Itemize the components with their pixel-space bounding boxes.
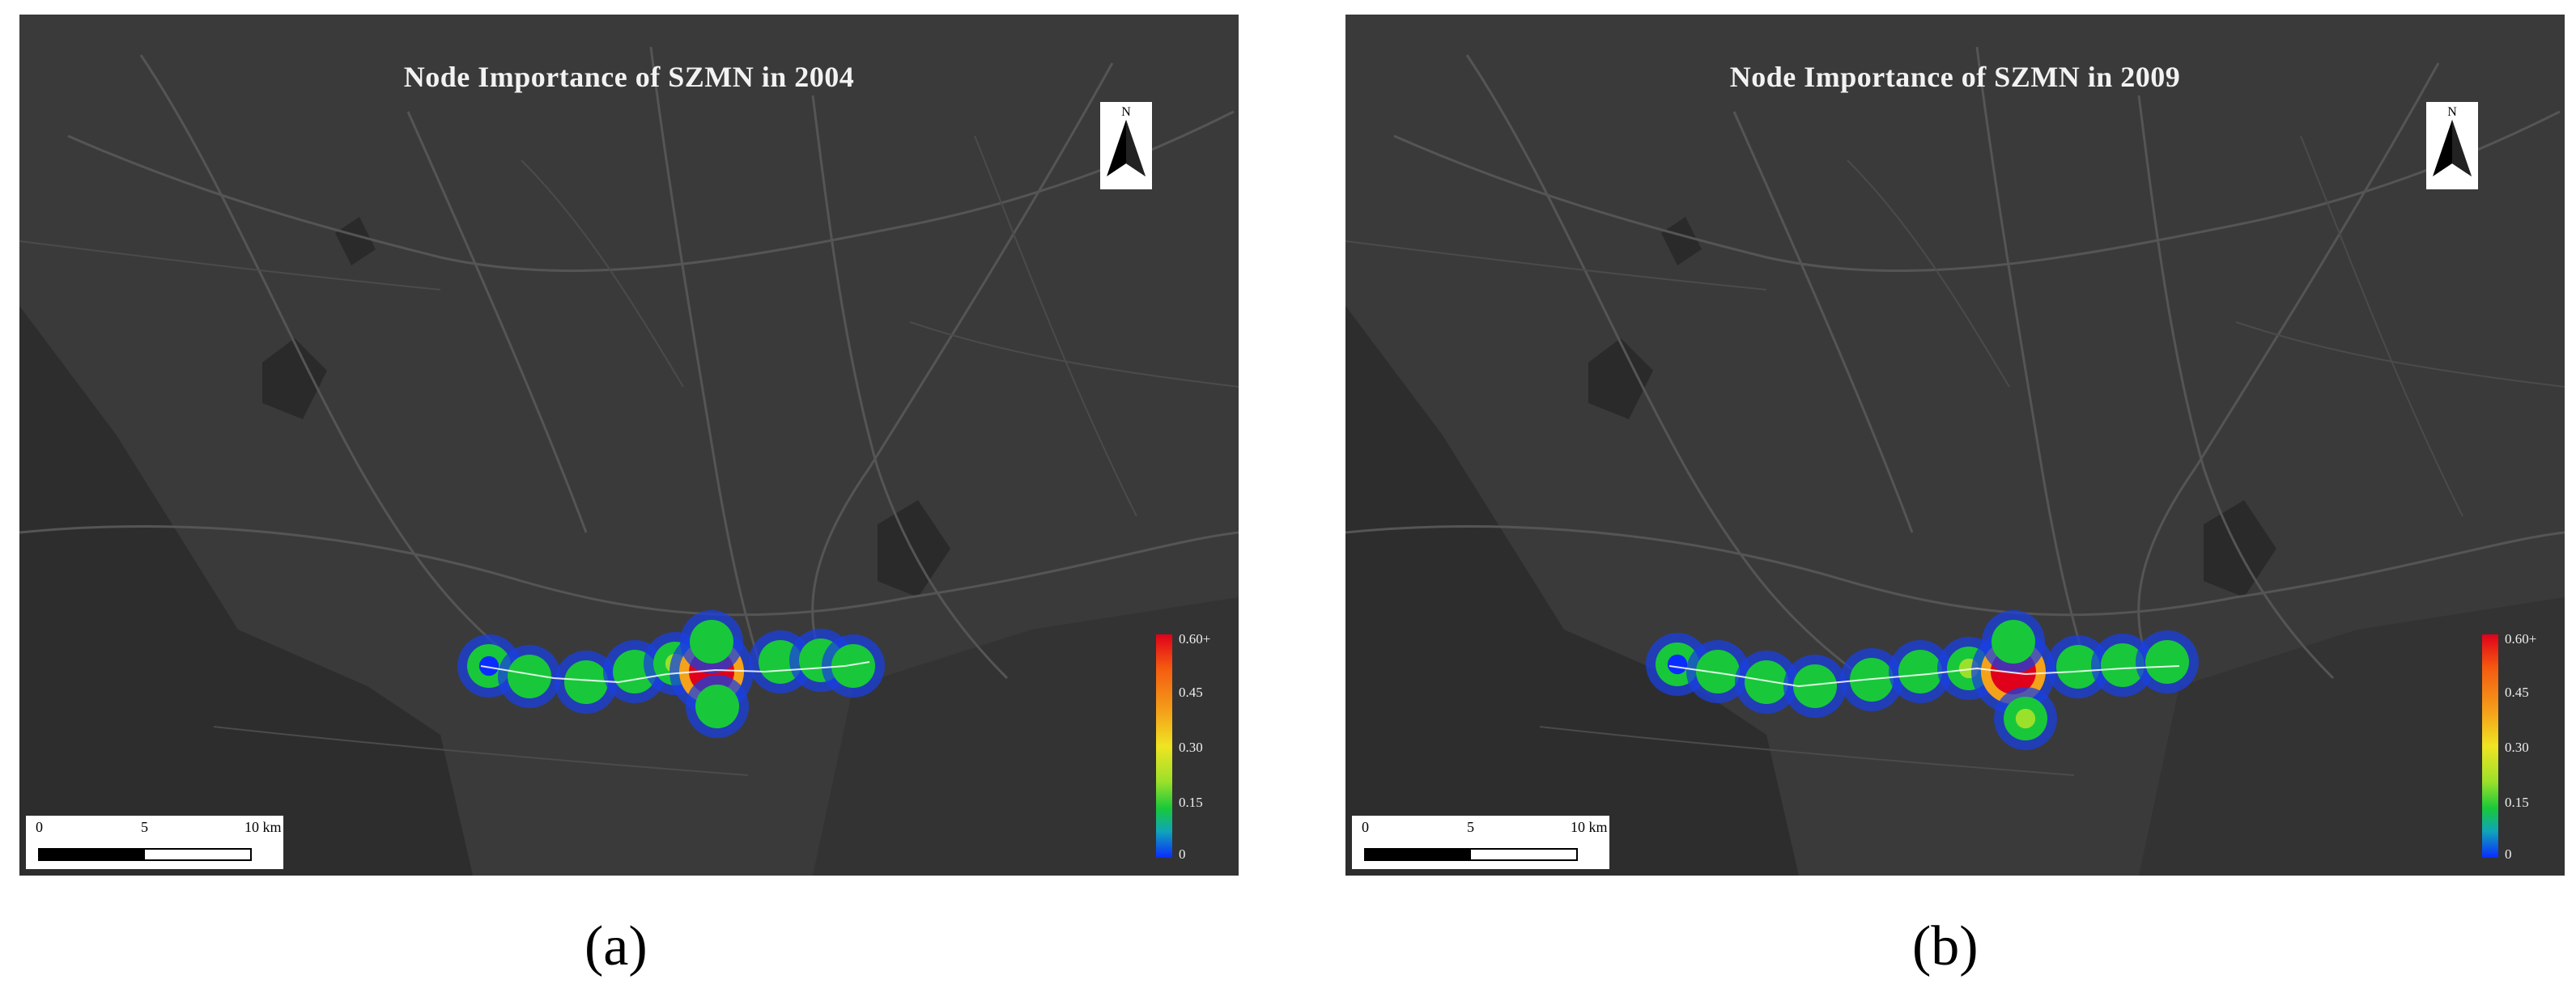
north-arrow-icon: N (1100, 102, 1152, 189)
heat-layer (457, 610, 885, 738)
hotspot-core (2003, 631, 2024, 652)
north-letter: N (2447, 105, 2457, 119)
north-letter: N (1121, 105, 1131, 119)
legend-tick-max: 0.60+ (2505, 631, 2537, 647)
legend-tick-max: 0.60+ (1179, 631, 1211, 647)
color-legend: 0.60+ 0.45 0.30 0.15 0 (2482, 631, 2547, 866)
scale-label-0: 0 (36, 819, 43, 835)
metro-line (480, 661, 870, 684)
legend-tick: 0.30 (2505, 740, 2529, 755)
hotspot-core (1756, 672, 1777, 693)
legend-tick-min: 0 (1179, 846, 1186, 862)
map-title: Node Importance of SZMN in 2004 (403, 61, 855, 93)
hotspot-core (1804, 676, 1826, 697)
scale-label-5: 5 (141, 819, 148, 835)
hotspot-core (1667, 654, 1688, 675)
legend-ramp (1156, 634, 1172, 858)
legend-tick: 0.45 (1179, 685, 1203, 700)
hotspot-core (624, 661, 645, 682)
heat-layer (1646, 610, 2199, 750)
hotspot-core (2068, 656, 2089, 677)
north-arrow-icon: N (2426, 102, 2478, 189)
hotspot-core (2112, 655, 2133, 676)
legend-tick: 0.15 (1179, 795, 1203, 810)
hotspot-core (1707, 661, 1728, 682)
basemap (19, 15, 1239, 876)
legend-tick-min: 0 (2505, 846, 2512, 862)
scale-label-5: 5 (1467, 819, 1474, 835)
hotspot-core (2157, 651, 2178, 672)
hotspot-core (2015, 708, 2036, 729)
color-legend: 0.60+ 0.45 0.30 0.15 0 (1156, 631, 1221, 866)
scale-label-0: 0 (1362, 819, 1369, 835)
caption-a: (a) (584, 915, 648, 978)
basemap (1345, 15, 2565, 876)
scale-label-10: 10 km (244, 819, 282, 835)
hotspot-core (576, 672, 597, 693)
hotspot-core (1910, 661, 1931, 682)
hotspot-core (707, 696, 728, 717)
metro-line (1668, 665, 2180, 688)
map-panel-b: Node Importance of SZMN in 2009 N 0 5 10… (1345, 15, 2565, 876)
map-panel-a: Node Importance of SZMN in 2004 N 0 5 10… (19, 15, 1239, 876)
hotspot-core (478, 655, 499, 677)
hotspot-core (770, 651, 791, 672)
legend-tick: 0.15 (2505, 795, 2529, 810)
hotspot-core (701, 631, 722, 652)
legend-tick: 0.30 (1179, 740, 1203, 755)
legend-tick: 0.45 (2505, 685, 2529, 700)
hotspot-core (519, 666, 540, 687)
scale-label-10: 10 km (1571, 819, 1608, 835)
legend-ramp (2482, 634, 2498, 858)
scale-bar: 0 5 10 km (1352, 816, 1609, 869)
caption-b: (b) (1912, 915, 1979, 978)
map-title: Node Importance of SZMN in 2009 (1729, 61, 2181, 93)
scale-bar: 0 5 10 km (26, 816, 283, 869)
hotspot-core (843, 655, 864, 677)
